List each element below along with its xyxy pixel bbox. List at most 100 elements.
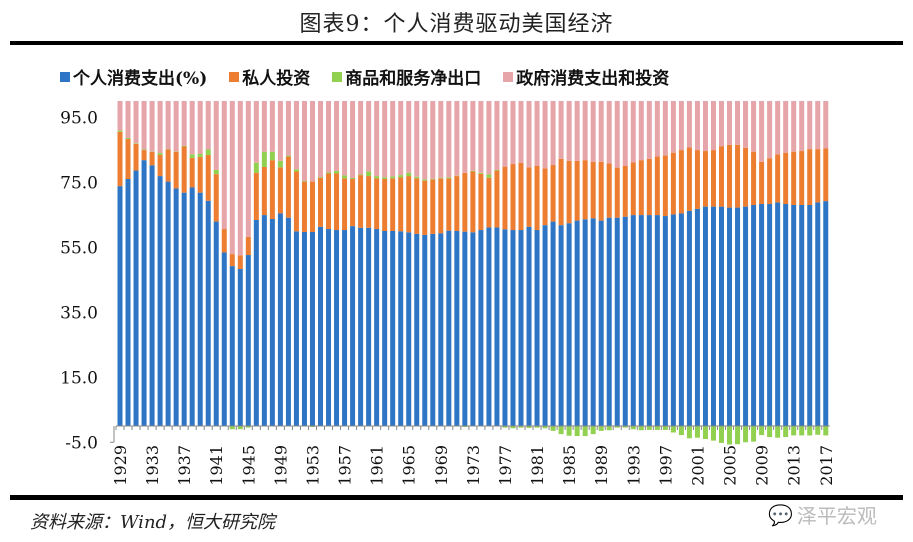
bar-government — [285, 101, 291, 156]
bar-government — [446, 101, 452, 178]
bar-investment — [149, 152, 155, 166]
bar-consumption — [791, 205, 797, 426]
bar-net-exports — [470, 170, 476, 172]
bar-net-exports — [807, 426, 813, 436]
bar-investment — [157, 154, 163, 177]
bar-net-exports — [358, 174, 364, 176]
bar-net-exports — [285, 155, 291, 157]
x-tick-label: 2017 — [817, 445, 836, 486]
bar-consumption — [783, 204, 789, 426]
bar-net-exports — [526, 426, 532, 428]
x-tick-label: 1985 — [560, 445, 579, 486]
bar-consumption — [462, 231, 468, 426]
bar-government — [334, 101, 340, 171]
bar-investment — [542, 168, 548, 226]
bar-government — [189, 101, 195, 155]
bar-net-exports — [318, 177, 323, 178]
bar-consumption — [149, 165, 155, 426]
bar-net-exports — [342, 175, 348, 179]
bar-net-exports — [446, 177, 452, 179]
bar-consumption — [253, 219, 259, 426]
bar-investment — [438, 178, 444, 234]
bar-investment — [301, 181, 307, 232]
bar-government — [558, 101, 564, 159]
bar-investment — [558, 158, 564, 226]
bar-government — [277, 101, 283, 161]
bar-investment — [598, 161, 604, 221]
bar-investment — [767, 158, 773, 205]
bar-government — [502, 101, 508, 167]
bar-government — [462, 101, 468, 173]
bar-government — [165, 101, 171, 150]
bar-investment — [678, 150, 684, 214]
bar-net-exports — [590, 426, 596, 435]
bar-investment — [213, 174, 219, 222]
bar-net-exports — [823, 426, 829, 436]
bar-government — [205, 101, 211, 150]
bar-net-exports — [269, 151, 275, 161]
bar-consumption — [478, 230, 484, 426]
bar-government — [293, 101, 299, 170]
bar-investment — [245, 236, 251, 256]
bar-investment — [181, 146, 187, 193]
bar-investment — [390, 178, 396, 231]
bar-net-exports — [743, 426, 749, 443]
bar-investment — [350, 179, 356, 227]
bar-investment — [662, 155, 668, 217]
bar-investment — [309, 181, 315, 232]
x-tick-label: 1945 — [239, 445, 258, 486]
bar-government — [269, 101, 275, 152]
bar-investment — [646, 158, 652, 216]
bar-net-exports — [670, 426, 676, 433]
bar-consumption — [173, 188, 179, 426]
bar-government — [350, 101, 356, 179]
x-tick-label: 2013 — [785, 445, 804, 486]
bar-investment — [735, 144, 741, 208]
bar-government — [678, 101, 684, 151]
bar-government — [309, 101, 315, 182]
bar-investment — [141, 150, 147, 161]
bar-net-exports — [606, 426, 612, 431]
bar-net-exports — [141, 149, 147, 151]
bar-government — [229, 101, 235, 255]
legend-swatch — [503, 71, 514, 82]
bar-consumption — [751, 205, 757, 426]
bar-government — [566, 101, 572, 161]
bar-consumption — [622, 216, 628, 426]
bar-consumption — [197, 192, 203, 426]
bar-consumption — [350, 226, 356, 426]
bar-net-exports — [229, 426, 235, 430]
bar-investment — [430, 179, 436, 234]
bar-consumption — [334, 230, 340, 426]
bar-consumption — [117, 186, 123, 426]
bar-investment — [807, 149, 813, 205]
bar-net-exports — [510, 426, 516, 429]
bar-investment — [630, 162, 636, 216]
bar-investment — [510, 164, 516, 231]
bar-consumption — [157, 176, 163, 426]
legend-label: 私人投资 — [242, 69, 311, 89]
bar-government — [366, 101, 372, 172]
legend-item-net-exports: 商品和服务净出口 — [332, 64, 481, 89]
y-tick-label: 95.0 — [60, 108, 98, 128]
bar-net-exports — [751, 426, 757, 442]
bar-investment — [422, 180, 428, 235]
x-tick-label: 2001 — [688, 445, 707, 486]
bar-government — [430, 101, 436, 179]
bar-investment — [518, 162, 524, 231]
bar-consumption — [534, 230, 540, 426]
bar-consumption — [815, 202, 821, 426]
bar-investment — [494, 170, 500, 228]
bar-government — [646, 101, 652, 159]
bar-net-exports — [654, 426, 660, 430]
bar-consumption — [221, 252, 227, 426]
x-tick-label: 2005 — [721, 445, 740, 486]
bar-consumption — [165, 181, 171, 426]
bar-consumption — [518, 230, 524, 426]
bar-consumption — [261, 215, 267, 426]
bar-government — [710, 101, 716, 151]
bar-government — [526, 101, 532, 168]
bar-government — [518, 101, 524, 163]
bar-investment — [406, 176, 412, 233]
legend-item-government: 政府消费支出和投资 — [503, 64, 669, 89]
